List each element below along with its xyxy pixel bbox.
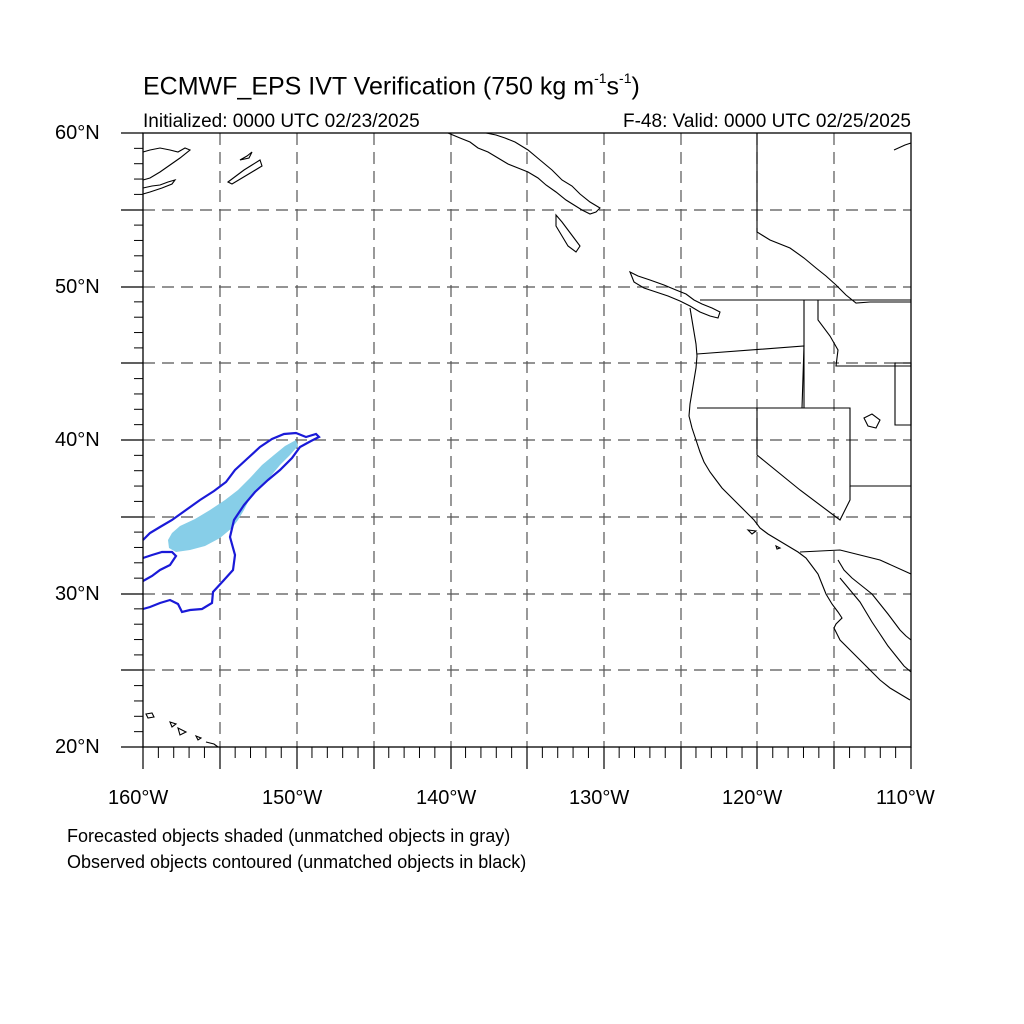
lon-label-110w: 110°W bbox=[876, 787, 935, 809]
lon-label-150w: 150°W bbox=[262, 787, 323, 809]
title-exponent-2: -1 bbox=[619, 70, 632, 86]
title-prefix: ECMWF_EPS IVT Verification (750 kg m bbox=[143, 72, 595, 101]
initialized-time: Initialized: 0000 UTC 02/23/2025 bbox=[143, 111, 420, 132]
lat-label-30n: 30°N bbox=[55, 583, 100, 605]
lat-label-50n: 50°N bbox=[55, 276, 100, 298]
lat-label-20n: 20°N bbox=[55, 736, 100, 758]
minor-ticks bbox=[134, 147, 897, 758]
lon-label-130w: 130°W bbox=[569, 787, 630, 809]
observed-contours bbox=[142, 431, 321, 614]
grid-lines bbox=[143, 133, 911, 747]
forecast-object bbox=[168, 440, 298, 552]
title-exponent-1: -1 bbox=[594, 70, 607, 86]
lat-label-40n: 40°N bbox=[55, 429, 100, 451]
legend-forecast-note: Forecasted objects shaded (unmatched obj… bbox=[67, 826, 511, 846]
lat-label-60n: 60°N bbox=[55, 122, 100, 144]
title-suffix: ) bbox=[631, 72, 640, 101]
map-title: ECMWF_EPS IVT Verification (750 kg m-1s-… bbox=[143, 70, 640, 101]
lon-label-140w: 140°W bbox=[416, 787, 477, 809]
title-mid: s bbox=[606, 72, 620, 101]
lon-label-160w: 160°W bbox=[108, 787, 169, 809]
axis-ticks bbox=[121, 132, 912, 769]
lon-label-120w: 120°W bbox=[722, 787, 783, 809]
legend-observed-note: Observed objects contoured (unmatched ob… bbox=[67, 852, 527, 872]
valid-time: F-48: Valid: 0000 UTC 02/25/2025 bbox=[623, 111, 911, 132]
coastlines bbox=[142, 132, 912, 748]
